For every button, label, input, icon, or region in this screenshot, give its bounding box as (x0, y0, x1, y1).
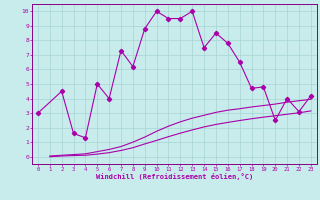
X-axis label: Windchill (Refroidissement éolien,°C): Windchill (Refroidissement éolien,°C) (96, 173, 253, 180)
